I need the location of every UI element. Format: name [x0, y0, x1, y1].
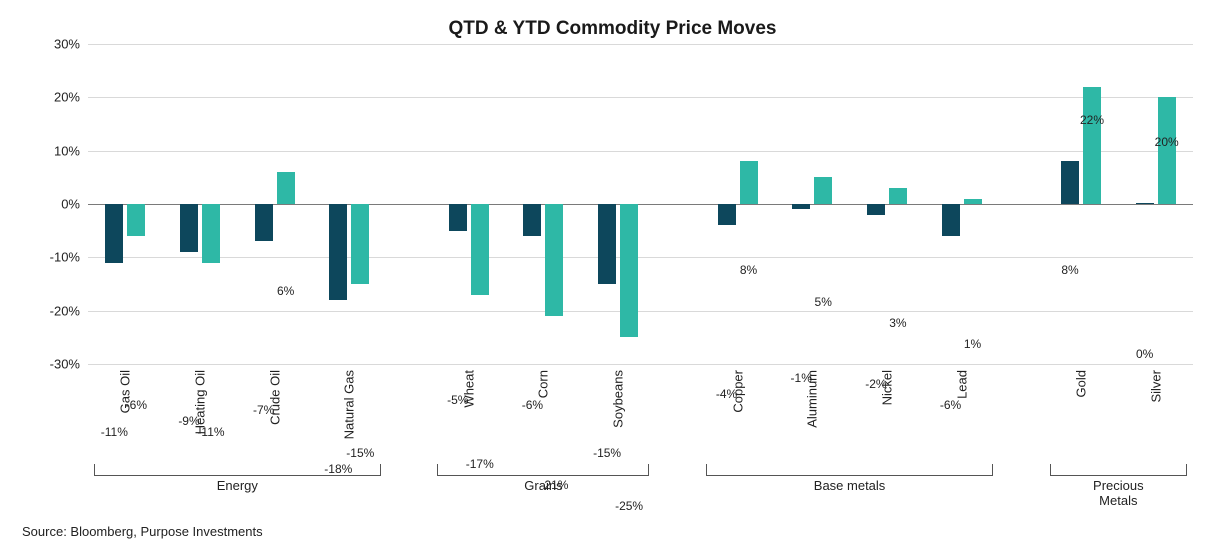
category-nickel: -2% 3% [850, 44, 925, 364]
group-label: Energy [217, 478, 258, 493]
y-tick-label: 10% [24, 143, 80, 158]
x-label: Gold [1074, 370, 1089, 397]
category-group-brackets: Energy Grains Base metals Precious Metals [88, 464, 1193, 510]
category-wheat: -5%-17% [431, 44, 506, 364]
group-bracket [437, 464, 649, 476]
bar-ytd: -17% [471, 204, 489, 295]
bar-qtd: -7% [255, 204, 273, 241]
bar-ytd: -11% [202, 204, 220, 263]
x-label: Gas Oil [118, 370, 133, 413]
y-tick-label: 30% [24, 37, 80, 52]
bar-ytd: 3% [889, 188, 907, 204]
bar-ytd: 1% [964, 199, 982, 204]
plot-area: -30%-20%-10%0%10%20%30% -11%-6%-9%-11%-7… [88, 44, 1193, 364]
category-heating-oil: -9%-11% [163, 44, 238, 364]
y-tick-label: -30% [24, 357, 80, 372]
x-label: Heating Oil [192, 370, 207, 434]
x-label: Wheat [461, 370, 476, 408]
bar-value-label: 20% [1155, 135, 1179, 149]
bar-ytd: 5% [814, 177, 832, 204]
bar-ytd: 20% [1158, 97, 1176, 204]
category-copper: -4%8% [700, 44, 775, 364]
group-label: Precious Metals [1093, 478, 1144, 508]
x-label: Nickel [879, 370, 894, 405]
source-text: Source: Bloomberg, Purpose Investments [22, 524, 263, 539]
bar-value-label: 5% [815, 295, 832, 309]
commodity-price-chart: QTD & YTD Commodity Price Moves -30% -20%… [0, 0, 1225, 549]
bar-ytd: 6% [277, 172, 295, 204]
y-tick-label: 0% [24, 197, 80, 212]
category-corn: -6%-21% [506, 44, 581, 364]
category-crude-oil: -7%6% [237, 44, 312, 364]
x-label: Crude Oil [267, 370, 282, 425]
bar-value-label: 8% [1061, 263, 1078, 277]
y-tick-label: -20% [24, 303, 80, 318]
bar-value-label: 3% [889, 316, 906, 330]
bar-qtd: -11% [105, 204, 123, 263]
category-gas-oil: -11%-6% [88, 44, 163, 364]
x-label: Lead [954, 370, 969, 399]
category-aluminum: -1% 5% [775, 44, 850, 364]
bar-value-label: 0% [1136, 347, 1153, 361]
group-bracket [1050, 464, 1187, 476]
bar-qtd: 8% [1061, 161, 1079, 204]
bar-qtd: -5% [449, 204, 467, 231]
bar-qtd: -18% [329, 204, 347, 300]
y-tick-label: -10% [24, 250, 80, 265]
x-axis-labels: Gas Oil Heating Oil Crude Oil Natural Gas Wh… [88, 364, 1193, 464]
bar-ytd: -6% [127, 204, 145, 236]
bar-qtd: -6% [523, 204, 541, 236]
category-natural-gas: -18%-15% [312, 44, 387, 364]
x-label: Natural Gas [342, 370, 357, 439]
x-label: Silver [1148, 370, 1163, 403]
y-tick-label: 20% [24, 90, 80, 105]
x-label: Soybeans [611, 370, 626, 428]
bars-layer: -11%-6%-9%-11%-7%6%-18%-15%-5%-17%-6%-21… [88, 44, 1193, 364]
group-label: Grains [524, 478, 562, 493]
bar-value-label: 22% [1080, 113, 1104, 127]
group-bracket [94, 464, 381, 476]
bar-value-label: 8% [740, 263, 757, 277]
category-soybeans: -15%-25% [581, 44, 656, 364]
bar-qtd: -15% [598, 204, 616, 284]
chart-title: QTD & YTD Commodity Price Moves [24, 18, 1201, 40]
bar-ytd: -21% [545, 204, 563, 316]
bar-qtd: -6% [942, 204, 960, 236]
bar-qtd: -1% [792, 204, 810, 209]
category-silver: 0% 20% [1118, 44, 1193, 364]
bar-qtd: -4% [718, 204, 736, 225]
bar-ytd: 22% [1083, 87, 1101, 204]
x-label: Aluminum [805, 370, 820, 428]
bar-qtd: -2% [867, 204, 885, 215]
x-label: Corn [536, 370, 551, 398]
bar-value-label: 1% [964, 337, 981, 351]
category-gold: 8% 22% [1044, 44, 1119, 364]
group-bracket [706, 464, 993, 476]
bar-qtd: -9% [180, 204, 198, 252]
bar-ytd: -15% [351, 204, 369, 284]
bar-ytd: 8% [740, 161, 758, 204]
bar-ytd: -25% [620, 204, 638, 337]
bar-value-label: 6% [277, 284, 294, 298]
bar-qtd: 0% [1136, 203, 1154, 204]
x-label: Copper [730, 370, 745, 413]
group-label: Base metals [814, 478, 886, 493]
category-lead: -6% 1% [924, 44, 999, 364]
